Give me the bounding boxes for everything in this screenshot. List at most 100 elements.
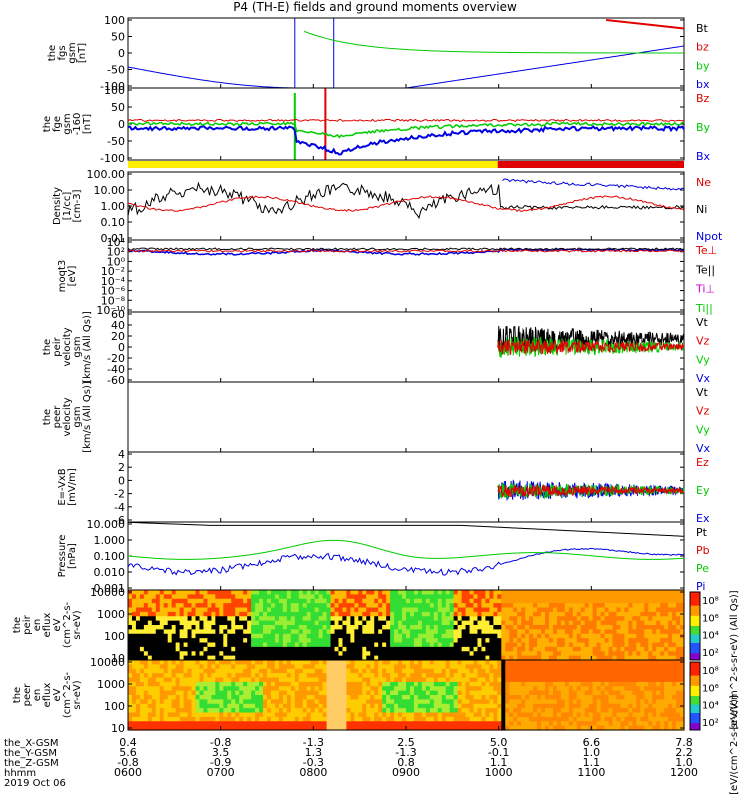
series-Npot [502,178,685,191]
series-Pi [127,547,685,576]
colorbar-peer: 10⁸ 10⁶ 10⁴ 10² [689,661,719,731]
y-tick-label: 10 [111,722,125,735]
x-axis-t-label: 1100 [577,766,605,779]
y-axis-label: [cm-3] [72,189,83,222]
y-tick-label: 10.00 [94,184,126,197]
y-axis-label: [km/s (All Qs)] [82,311,93,383]
y-axis-label: [nT] [82,114,93,134]
y-axis-label: eflux [42,613,53,638]
x-axis-z-label: 0.8 [397,756,415,769]
y-axis-label: fgs [57,45,68,60]
y-axis-label: peer [22,683,33,707]
legend-by: by [696,59,710,72]
panel-10: 10000 1000 100 10 the peer en eflux eV (cm^2-s-sr… [12,656,685,735]
y-axis-label: en [32,689,43,702]
legend-Te||: Te|| [695,263,715,276]
y-tick-label: 0.10 [101,216,126,229]
x-axis-y-label: 2.2 [675,746,693,759]
x-axis-t-label: 0900 [392,766,420,779]
y-axis-label: velocity [62,397,73,436]
y-axis-label: gsm [62,113,73,134]
series-bx [127,66,293,89]
y-tick-label: -100 [100,152,125,165]
y-axis-label: fge [52,116,63,132]
legend-Bz: Bz [696,92,710,105]
panel-8: 10.000 1.000 0.100 0.010 0.001 Pressure [nPa] P… [57,518,710,595]
x-axis-row-label: the_X-GSM [4,738,58,749]
legend-Ti⊥: Ti⊥ [695,283,715,296]
legend-bx: bx [696,78,710,91]
y-tick-label: 50 [111,101,125,114]
y-axis-label: peir [52,336,63,356]
y-tick-label: 4 [118,448,125,461]
panel-6: the peer velocity gsm [km/s (All Qs)] Vt Vz Vy V… [42,381,711,455]
y-tick-label: -50 [107,64,125,77]
series-Te-par [127,247,685,251]
y-tick-label: 10⁻² [101,265,125,278]
y-tick-label: 0 [118,341,125,354]
series-Bz [127,118,685,123]
y-axis-label: [km/s (All Qs)] [82,381,93,453]
legend-bz: bz [696,41,709,54]
legend-Bt: Bt [696,22,709,35]
x-axis-x-label: 5.0 [490,736,508,749]
legend-Ni: Ni [696,203,707,216]
legend-Ti||: Ti|| [695,302,713,315]
legend-Pt: Pt [696,526,708,539]
legend-Te⊥: Te⊥ [695,244,717,257]
y-tick-label: 2 [118,461,125,474]
y-tick-label: 10.000 [87,518,126,531]
y-tick-label: 50 [111,31,125,44]
y-tick-label: 0.010 [94,566,126,579]
y-axis-label: [nPa] [67,543,78,569]
series-Ez [497,484,685,499]
y-tick-label: -20 [107,352,125,365]
x-axis-y-label: -1.3 [395,746,416,759]
colorbar-tick: 10⁴ [702,631,719,642]
y-axis-label: the [42,116,53,132]
x-axis-x-label: 0.4 [119,736,137,749]
y-tick-label: -100 [100,80,125,93]
colorbar-label-top: [eV/(cm^2-s-sr-eV) (All Qs)] [729,590,740,729]
series-Pe [127,539,685,560]
panel-1: 100 50 0 -50 -100 the fgs gsm [nT] Bt bz by bx [47,14,710,93]
panel-frame [127,381,685,453]
y-axis-label: peir [22,614,33,634]
series-Bx [127,124,685,156]
x-axis-t-label: 1200 [670,766,698,779]
y-tick-label: 100 [104,630,125,643]
y-axis-label: [eV] [67,266,78,287]
y-tick-label: 1.00 [101,200,126,213]
x-axis-x-label: 7.8 [675,736,693,749]
y-tick-label: 100 [104,84,125,97]
y-axis-label: gsm [72,336,83,357]
x-axis-x-label: 2.5 [397,736,415,749]
series-By [127,121,685,139]
y-tick-label: -60 [107,374,125,387]
legend-Ne: Ne [696,176,711,189]
legend-By: By [696,121,711,134]
y-tick-label: 1.000 [94,534,126,547]
y-tick-label: 10⁰ [107,255,126,268]
x-axis-x-label: 6.6 [583,736,601,749]
y-axis-label: [mV/m] [67,468,78,506]
y-tick-label: -40 [107,363,125,376]
y-axis-label: moqt3 [57,260,68,293]
y-tick-label: 0 [118,47,125,60]
x-axis-row-label: the_Y-GSM [4,748,57,759]
x-axis-z-label: 1.1 [583,756,601,769]
panel-9: 10000 1000 100 10 the peir en eflux eV (cm^2-s-sr… [12,586,685,665]
x-axis-z-label: -0.8 [117,756,138,769]
x-axis-row-label: 2019 Oct 06 [4,778,66,789]
y-axis-label: sr-eV) [72,680,83,709]
panel-3: 100.00 10.00 1.00 0.10 0.01 Density [1/cc] [cm-… [52,168,723,245]
y-tick-label: -4 [114,501,125,514]
y-tick-label: 10000 [90,586,125,599]
y-axis-label: E=-VxB [57,468,68,505]
y-tick-label: 1000 [97,678,125,691]
y-tick-label: 10 [111,652,125,665]
colorbar-tick: 10⁴ [702,701,719,712]
y-axis-label: sr-eV) [72,610,83,639]
y-tick-label: -50 [107,135,125,148]
legend-Vx: Vx [696,372,711,385]
